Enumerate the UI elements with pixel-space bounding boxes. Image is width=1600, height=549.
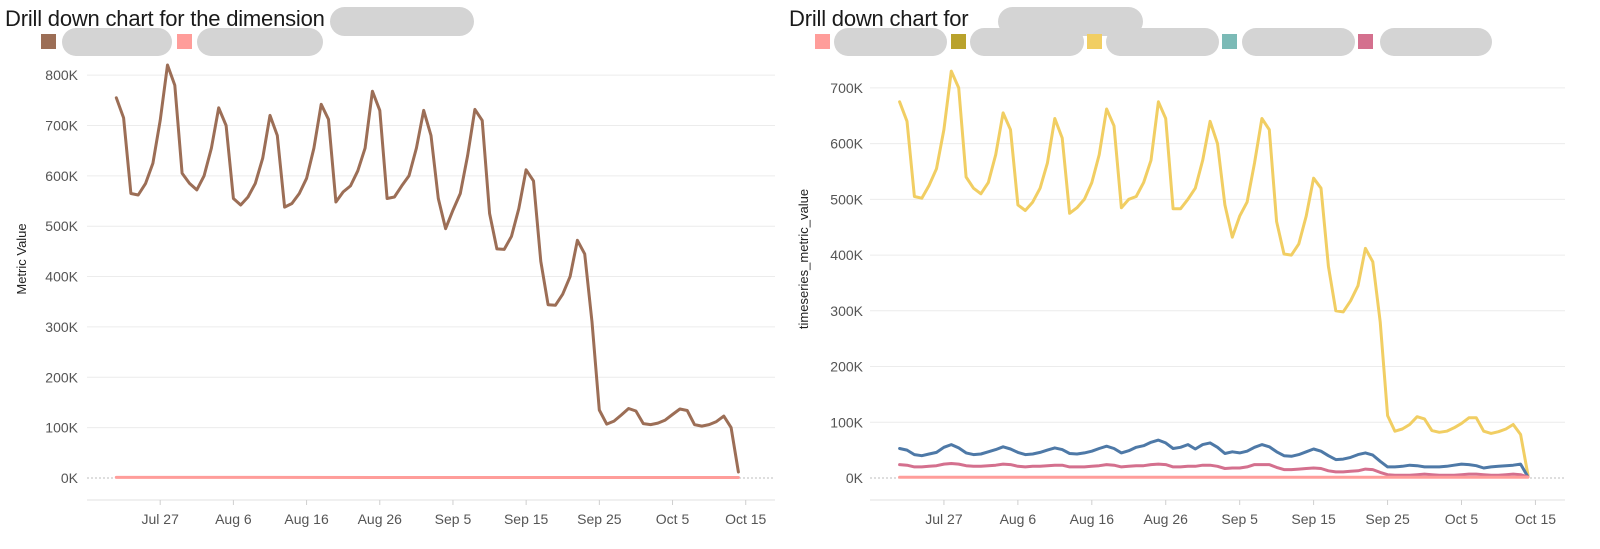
- x-tick-label: Oct 15: [1515, 511, 1556, 527]
- y-tick-label: 100K: [830, 414, 863, 430]
- y-tick-label: 0K: [846, 470, 864, 486]
- y-tick-label: 400K: [45, 269, 78, 285]
- x-tick-label: Sep 15: [1291, 511, 1336, 527]
- x-tick-label: Sep 25: [577, 511, 622, 527]
- x-tick-label: Oct 5: [1445, 511, 1479, 527]
- series-line[interactable]: [114, 63, 740, 474]
- line-chart-plot: 0K 100K 200K 300K 400K 500K 600K 700K Jul 27 Aug …: [796, 69, 1565, 527]
- legend-swatch[interactable]: [815, 34, 830, 49]
- y-tick-label: 400K: [830, 247, 863, 263]
- legend-swatch[interactable]: [1087, 34, 1102, 49]
- x-tick-label: Jul 27: [925, 511, 963, 527]
- x-tick-label: Oct 5: [656, 511, 690, 527]
- legend-label-redacted[interactable]: [197, 28, 323, 56]
- y-tick-label: 300K: [830, 303, 863, 319]
- y-tick-label: 300K: [45, 319, 78, 335]
- legend-swatch[interactable]: [1222, 34, 1237, 49]
- x-tick-label: Sep 5: [1221, 511, 1258, 527]
- series-line[interactable]: [898, 69, 1530, 477]
- y-axis-title: Metric Value: [14, 223, 29, 294]
- x-tick-label: Aug 26: [358, 511, 403, 527]
- x-tick-label: Jul 27: [142, 511, 180, 527]
- legend-swatch[interactable]: [1358, 34, 1373, 49]
- legend-label-redacted[interactable]: [970, 28, 1084, 56]
- chart-panel-right: Drill down chart for 0K 100K 200K 300K 400K 5…: [789, 0, 1600, 549]
- y-tick-label: 200K: [830, 359, 863, 375]
- line-chart-plot: 0K 100K 200K 300K 400K 500K 600K 700K 800K Jul 27…: [14, 63, 775, 527]
- chart-title: Drill down chart for the dimension: [5, 6, 325, 31]
- y-axis-title: timeseries_metric_value: [796, 189, 811, 329]
- x-tick-label: Aug 16: [1070, 511, 1115, 527]
- x-tick-label: Aug 6: [1000, 511, 1037, 527]
- series-line[interactable]: [898, 462, 1530, 479]
- legend-swatch[interactable]: [177, 34, 192, 49]
- x-tick-label: Sep 25: [1365, 511, 1410, 527]
- y-tick-label: 600K: [45, 168, 78, 184]
- redacted-dimension-name: [330, 7, 474, 36]
- y-tick-label: 600K: [830, 136, 863, 152]
- x-tick-label: Sep 15: [504, 511, 549, 527]
- legend-label-redacted[interactable]: [1380, 28, 1492, 56]
- x-tick-label: Aug 6: [215, 511, 252, 527]
- y-tick-label: 500K: [45, 218, 78, 234]
- y-tick-label: 700K: [830, 80, 863, 96]
- legend-label-redacted[interactable]: [62, 28, 172, 56]
- series-line[interactable]: [898, 438, 1530, 479]
- legend-swatch[interactable]: [41, 34, 56, 49]
- y-tick-label: 100K: [45, 420, 78, 436]
- x-tick-label: Sep 5: [435, 511, 472, 527]
- legend-label-redacted[interactable]: [1242, 28, 1355, 56]
- y-tick-label: 700K: [45, 117, 78, 133]
- y-tick-label: 500K: [830, 191, 863, 207]
- x-tick-label: Aug 26: [1144, 511, 1189, 527]
- legend-label-redacted[interactable]: [1106, 28, 1219, 56]
- chart-panel-left: Drill down chart for the dimension 0K 100…: [0, 0, 790, 549]
- y-tick-label: 200K: [45, 369, 78, 385]
- legend-label-redacted[interactable]: [834, 28, 947, 56]
- y-tick-label: 0K: [61, 470, 79, 486]
- legend-swatch[interactable]: [951, 34, 966, 49]
- x-tick-label: Oct 15: [725, 511, 766, 527]
- y-tick-label: 800K: [45, 67, 78, 83]
- chart-title: Drill down chart for: [789, 6, 969, 31]
- x-tick-label: Aug 16: [284, 511, 329, 527]
